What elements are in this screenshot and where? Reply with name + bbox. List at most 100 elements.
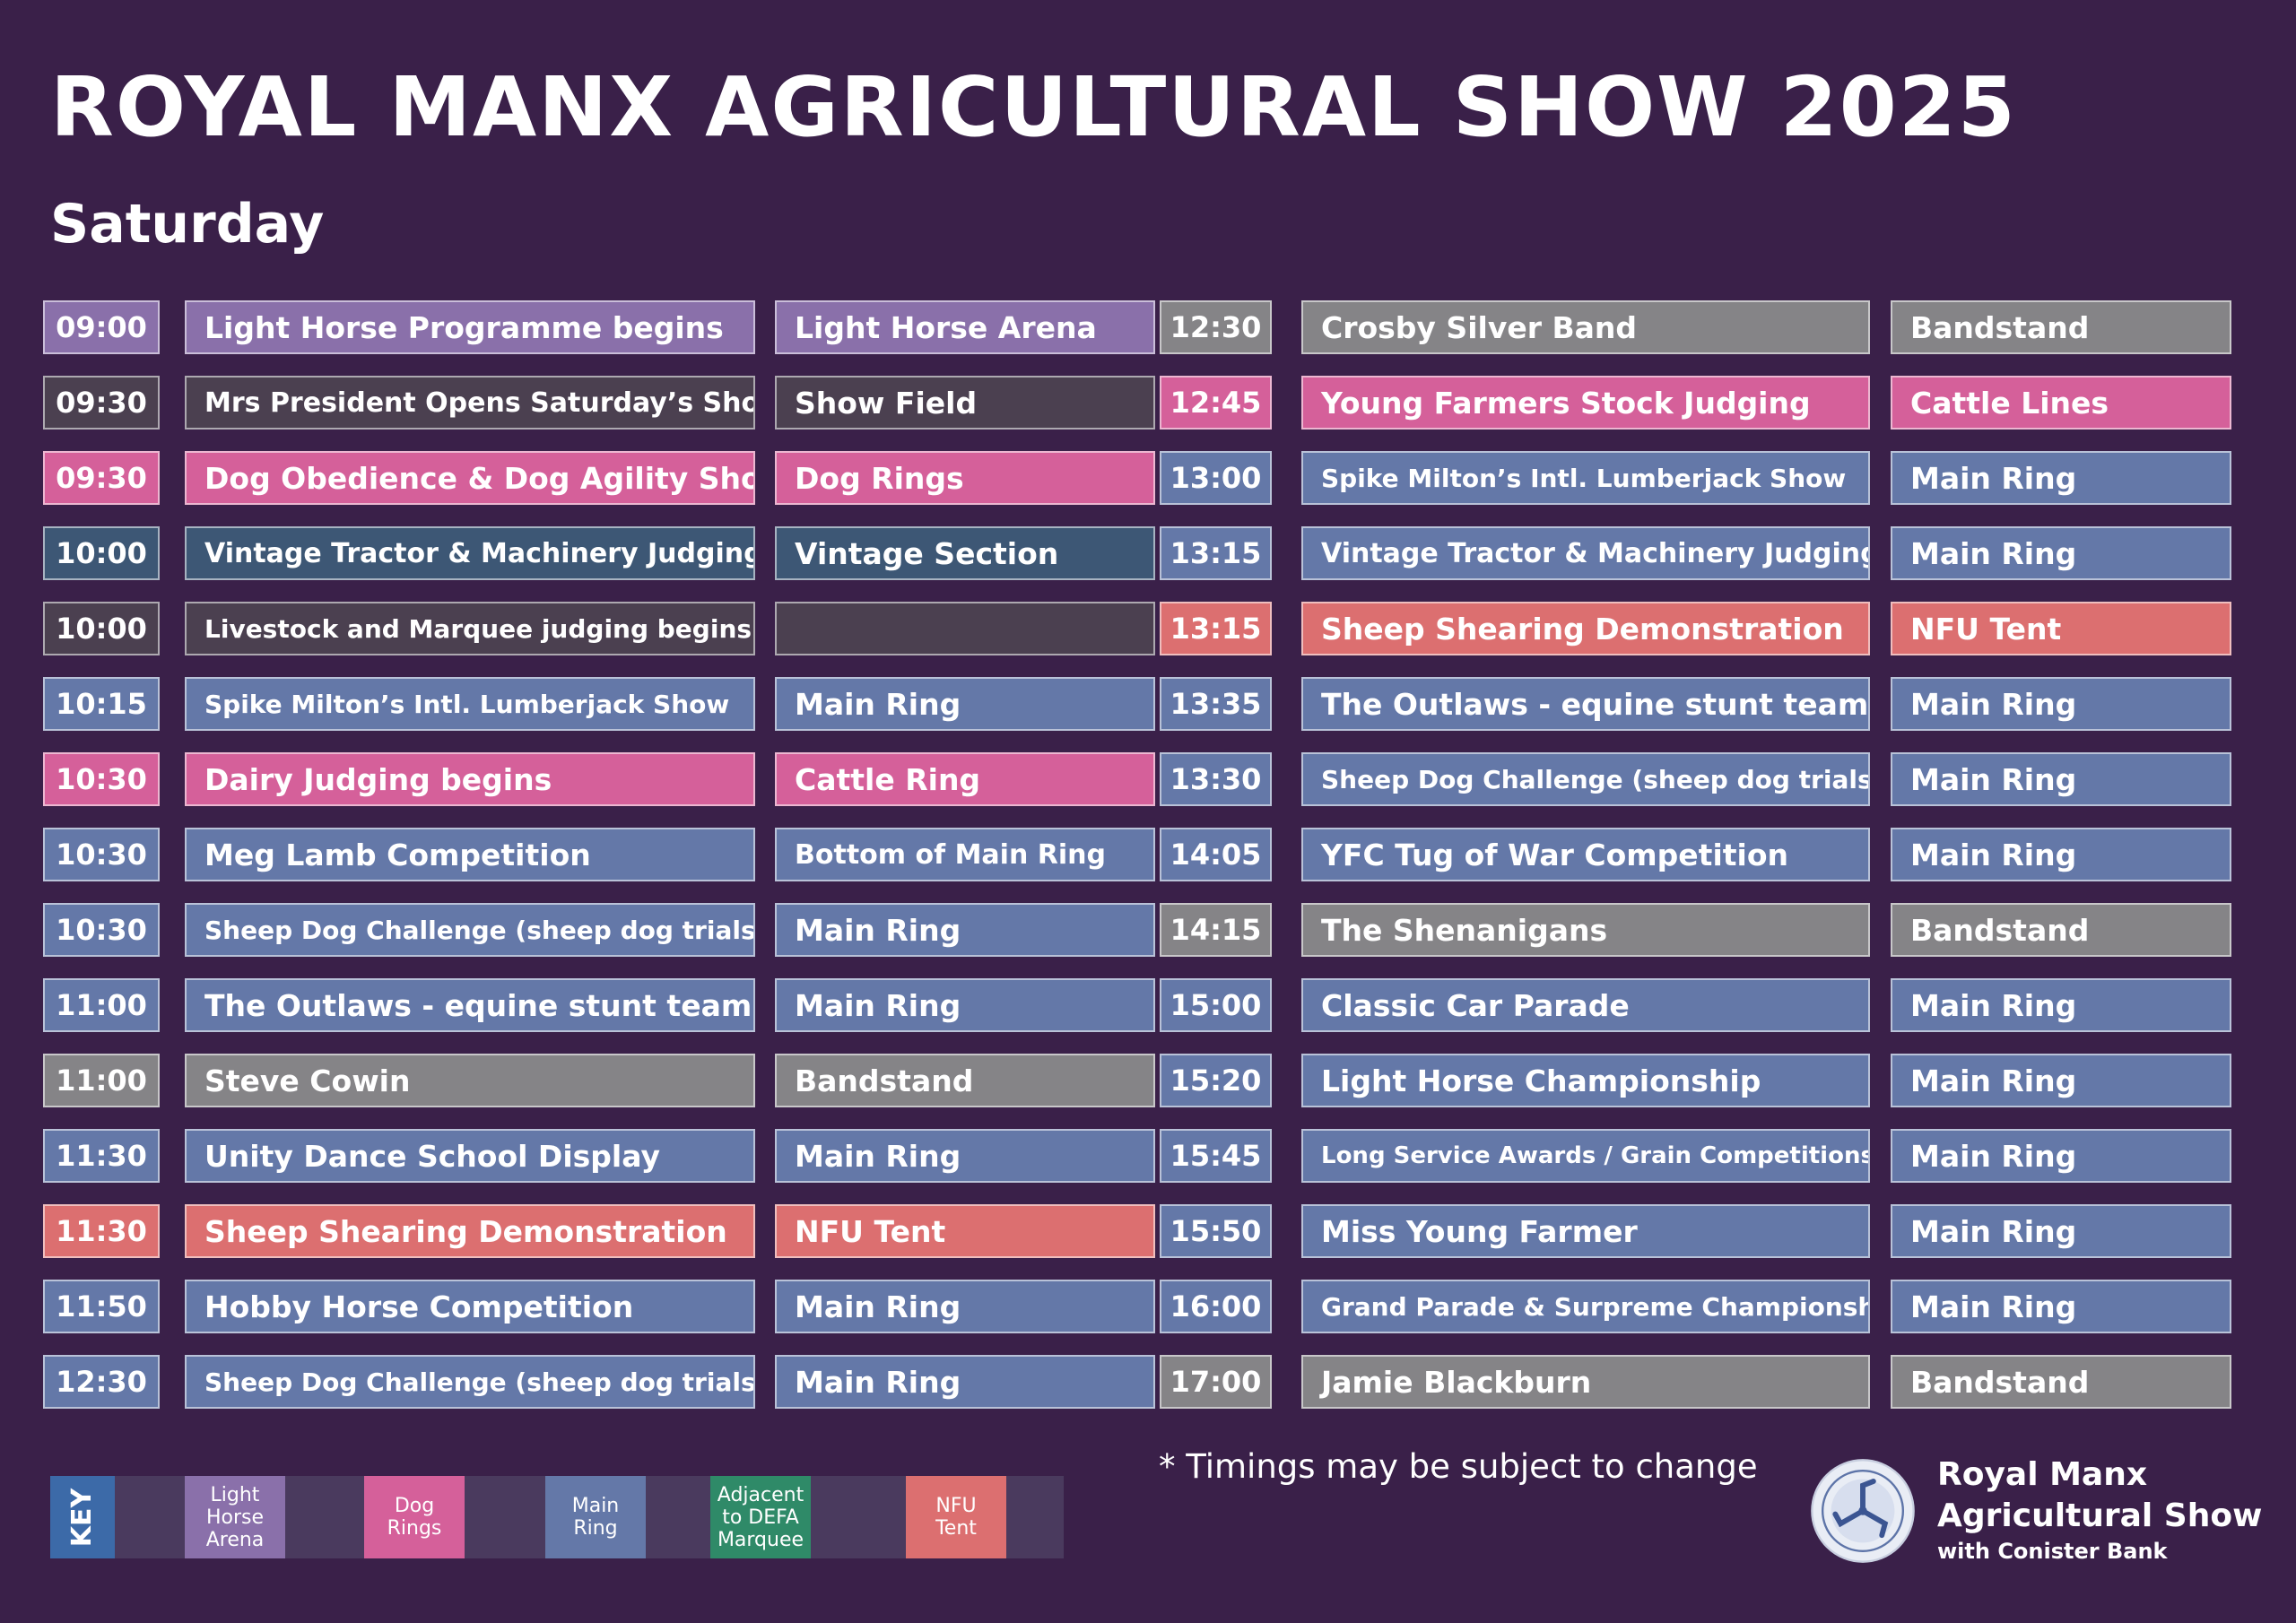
event-cell: YFC Tug of War Competition <box>1301 828 1870 881</box>
event-cell: Sheep Dog Challenge (sheep dog trials) <box>185 1355 755 1409</box>
venue-cell: Main Ring <box>1891 1129 2231 1183</box>
venue-cell: Main Ring <box>1891 978 2231 1032</box>
time-cell: 09:00 <box>43 300 160 354</box>
event-cell: Sheep Dog Challenge (sheep dog trials) <box>185 903 755 957</box>
venue-cell: Main Ring <box>1891 451 2231 505</box>
time-cell: 15:00 <box>1160 978 1272 1032</box>
key-item: Adjacent to DEFA Marquee <box>710 1476 811 1558</box>
day-heading: Saturday <box>50 193 325 256</box>
event-cell: Unity Dance School Display <box>185 1129 755 1183</box>
venue-cell: Main Ring <box>775 903 1155 957</box>
manx-seal-icon <box>1811 1459 1915 1563</box>
event-cell: Long Service Awards / Grain Competitions <box>1301 1129 1870 1183</box>
event-cell: Sheep Dog Challenge (sheep dog trials) <box>1301 752 1870 806</box>
venue-cell: Vintage Section <box>775 526 1155 580</box>
time-cell: 14:15 <box>1160 903 1272 957</box>
event-cell: Hobby Horse Competition <box>185 1280 755 1333</box>
time-cell: 11:30 <box>43 1129 160 1183</box>
time-cell: 10:00 <box>43 526 160 580</box>
time-cell: 13:15 <box>1160 526 1272 580</box>
key-item: NFU Tent <box>906 1476 1006 1558</box>
time-cell: 16:00 <box>1160 1280 1272 1333</box>
time-cell: 11:50 <box>43 1280 160 1333</box>
venue-cell: Main Ring <box>775 1355 1155 1409</box>
venue-cell: Main Ring <box>1891 1280 2231 1333</box>
brand-sponsor: with Conister Bank <box>1937 1539 2168 1564</box>
venue-cell: Cattle Ring <box>775 752 1155 806</box>
venue-cell: Bandstand <box>1891 903 2231 957</box>
event-cell: Spike Milton’s Intl. Lumberjack Show <box>185 677 755 731</box>
time-cell: 11:30 <box>43 1204 160 1258</box>
event-cell: Spike Milton’s Intl. Lumberjack Show <box>1301 451 1870 505</box>
event-cell: Dog Obedience & Dog Agility Show <box>185 451 755 505</box>
time-cell: 15:50 <box>1160 1204 1272 1258</box>
venue-cell: NFU Tent <box>1891 602 2231 655</box>
event-cell: Sheep Shearing Demonstration <box>185 1204 755 1258</box>
venue-cell: Main Ring <box>775 978 1155 1032</box>
time-cell: 11:00 <box>43 978 160 1032</box>
venue-cell: NFU Tent <box>775 1204 1155 1258</box>
event-cell: The Outlaws - equine stunt team <box>1301 677 1870 731</box>
venue-cell: Main Ring <box>775 1129 1155 1183</box>
venue-cell: Bottom of Main Ring <box>775 828 1155 881</box>
venue-cell: Bandstand <box>1891 300 2231 354</box>
time-cell: 11:00 <box>43 1054 160 1107</box>
time-cell: 10:30 <box>43 752 160 806</box>
venue-cell: Show Field <box>775 376 1155 430</box>
event-cell: The Outlaws - equine stunt team <box>185 978 755 1032</box>
time-cell: 17:00 <box>1160 1355 1272 1409</box>
key-item: Dog Rings <box>364 1476 465 1558</box>
venue-cell: Main Ring <box>1891 1054 2231 1107</box>
time-cell: 10:30 <box>43 828 160 881</box>
event-cell: Young Farmers Stock Judging <box>1301 376 1870 430</box>
venue-cell: Cattle Lines <box>1891 376 2231 430</box>
venue-cell: Bandstand <box>775 1054 1155 1107</box>
time-cell: 12:45 <box>1160 376 1272 430</box>
time-cell: 13:35 <box>1160 677 1272 731</box>
venue-cell: Main Ring <box>775 677 1155 731</box>
time-cell: 13:00 <box>1160 451 1272 505</box>
colour-key: KEY Light Horse Arena Dog Rings Main Ring A… <box>50 1476 1064 1558</box>
event-cell: Miss Young Farmer <box>1301 1204 1870 1258</box>
time-cell: 14:05 <box>1160 828 1272 881</box>
time-cell: 15:45 <box>1160 1129 1272 1183</box>
venue-cell: Bandstand <box>1891 1355 2231 1409</box>
venue-cell: Main Ring <box>1891 526 2231 580</box>
venue-cell: Main Ring <box>1891 752 2231 806</box>
time-cell: 09:30 <box>43 451 160 505</box>
venue-cell: Dog Rings <box>775 451 1155 505</box>
time-cell: 12:30 <box>43 1355 160 1409</box>
event-cell: Crosby Silver Band <box>1301 300 1870 354</box>
event-cell: Livestock and Marquee judging begins <box>185 602 755 655</box>
time-cell: 10:30 <box>43 903 160 957</box>
event-cell: Dairy Judging begins <box>185 752 755 806</box>
event-cell: Light Horse Championship <box>1301 1054 1870 1107</box>
key-label: KEY <box>50 1476 115 1558</box>
venue-cell: Main Ring <box>1891 677 2231 731</box>
event-cell: The Shenanigans <box>1301 903 1870 957</box>
venue-cell: Main Ring <box>1891 828 2231 881</box>
time-cell: 13:30 <box>1160 752 1272 806</box>
time-cell: 13:15 <box>1160 602 1272 655</box>
page-title: ROYAL MANX AGRICULTURAL SHOW 2025 <box>50 59 2017 155</box>
venue-cell: Main Ring <box>775 1280 1155 1333</box>
event-cell: Jamie Blackburn <box>1301 1355 1870 1409</box>
time-cell: 12:30 <box>1160 300 1272 354</box>
event-cell: Mrs President Opens Saturday’s Show <box>185 376 755 430</box>
event-cell: Steve Cowin <box>185 1054 755 1107</box>
time-cell: 15:20 <box>1160 1054 1272 1107</box>
event-cell: Vintage Tractor & Machinery Judging <box>1301 526 1870 580</box>
timings-note: * Timings may be subject to change <box>1159 1447 1758 1486</box>
time-cell: 09:30 <box>43 376 160 430</box>
event-cell: Vintage Tractor & Machinery Judging <box>185 526 755 580</box>
brand-name: Royal Manx Agricultural Show <box>1937 1456 2263 1534</box>
show-logo: Royal Manx Agricultural Show with Conist… <box>1810 1454 2276 1580</box>
venue-cell: Light Horse Arena <box>775 300 1155 354</box>
event-cell: Sheep Shearing Demonstration <box>1301 602 1870 655</box>
event-cell: Grand Parade & Surpreme Championship <box>1301 1280 1870 1333</box>
time-cell: 10:00 <box>43 602 160 655</box>
time-cell: 10:15 <box>43 677 160 731</box>
event-cell: Classic Car Parade <box>1301 978 1870 1032</box>
event-cell: Light Horse Programme begins <box>185 300 755 354</box>
key-item: Main Ring <box>545 1476 646 1558</box>
